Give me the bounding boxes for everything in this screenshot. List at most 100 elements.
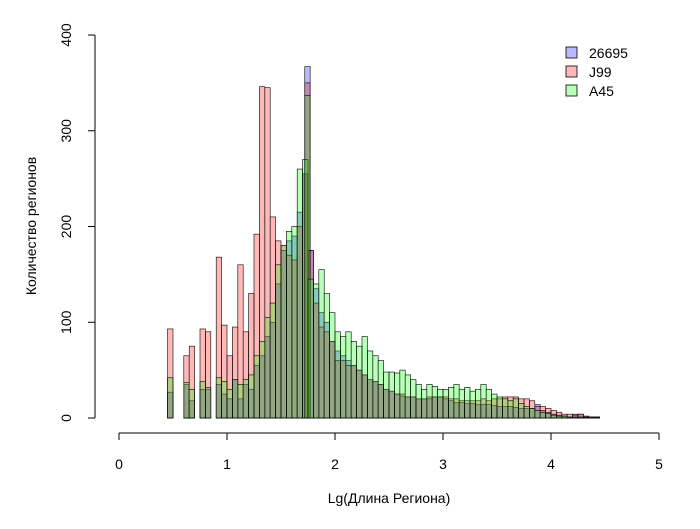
bar-A45-17 xyxy=(280,245,287,419)
bar-A45-53 xyxy=(469,390,476,419)
y-tick-label-0: 0 xyxy=(58,414,74,422)
bar-A45-64 xyxy=(529,408,536,419)
bar-A45-40 xyxy=(399,369,406,419)
bar-A45-41 xyxy=(404,374,411,419)
bar-A45-27 xyxy=(329,312,336,419)
bars-layer xyxy=(167,66,600,419)
legend-label-A45: A45 xyxy=(589,83,614,99)
bar-A45-65 xyxy=(534,410,541,419)
x-tick-label-4: 4 xyxy=(547,456,555,472)
bar-A45-69 xyxy=(556,415,563,419)
bar-A45-30 xyxy=(345,331,352,419)
bar-A45-48 xyxy=(442,388,449,419)
x-ticks: 0 1 2 3 4 5 xyxy=(115,433,663,472)
bar-A45-56 xyxy=(485,388,492,419)
x-axis-label: Lg(Длина Региона) xyxy=(328,490,451,506)
bar-A45-60 xyxy=(507,400,514,419)
bar-A45-44 xyxy=(421,388,428,419)
bar-A45-72 xyxy=(572,416,579,419)
bar-A45-16 xyxy=(275,264,282,419)
bar-A45-75 xyxy=(588,416,595,419)
bar-A45-73 xyxy=(577,416,584,419)
bar-A45-6 xyxy=(221,381,228,419)
bar-A45-33 xyxy=(361,336,368,419)
bar-A45-32 xyxy=(356,345,363,419)
bar-A45-9 xyxy=(237,384,244,419)
bar-A45-14 xyxy=(264,317,271,419)
bar-A45-12 xyxy=(253,355,260,419)
bar-A45-28 xyxy=(334,331,341,419)
legend-swatch-26695 xyxy=(565,46,578,59)
bar-A45-18 xyxy=(286,230,293,419)
bar-A45-2 xyxy=(188,388,195,419)
bar-A45-5 xyxy=(215,377,222,419)
bar-A45-66 xyxy=(539,411,546,419)
bar-A45-67 xyxy=(545,412,552,419)
bar-A45-13 xyxy=(259,341,266,419)
bar-A45-11 xyxy=(248,374,255,419)
bar-A45-3 xyxy=(199,381,206,419)
bar-A45-24 xyxy=(313,283,320,419)
legend-swatch-J99 xyxy=(565,65,578,78)
bar-A45-46 xyxy=(431,386,438,419)
bar-A45-50 xyxy=(453,384,460,419)
y-tick-label-4: 400 xyxy=(58,23,74,47)
bar-A45-35 xyxy=(372,355,379,419)
bar-A45-71 xyxy=(566,416,573,419)
legend-label-J99: J99 xyxy=(589,64,612,80)
bar-A45-7 xyxy=(226,388,233,419)
bar-A45-63 xyxy=(523,406,530,419)
bar-A45-39 xyxy=(394,372,401,419)
bar-A45-1 xyxy=(183,382,190,419)
bar-A45-34 xyxy=(367,350,374,419)
bar-A45-59 xyxy=(502,398,509,419)
bar-A45-61 xyxy=(512,398,519,419)
bar-A45-19 xyxy=(291,226,298,419)
bar-A45-49 xyxy=(448,387,455,419)
bar-A45-0 xyxy=(167,377,174,419)
bar-A45-55 xyxy=(480,384,487,419)
x-tick-label-0: 0 xyxy=(115,456,123,472)
bar-A45-54 xyxy=(475,388,482,419)
legend-swatch-A45 xyxy=(565,84,578,97)
bar-A45-31 xyxy=(350,341,357,419)
x-tick-label-5: 5 xyxy=(655,456,663,472)
bar-A45-43 xyxy=(415,384,422,419)
bar-A45-42 xyxy=(410,379,417,419)
bar-A45-8 xyxy=(232,379,239,419)
bar-A45-4 xyxy=(205,387,212,419)
bar-A45-36 xyxy=(377,360,384,419)
y-tick-label-1: 100 xyxy=(58,310,74,334)
bar-A45-38 xyxy=(388,371,395,419)
y-ticks: 0 100 200 300 400 xyxy=(58,23,95,422)
bar-A45-52 xyxy=(464,387,471,419)
bar-A45-37 xyxy=(383,371,390,419)
bar-A45-10 xyxy=(242,379,249,419)
bar-A45-20 xyxy=(296,168,303,419)
x-tick-label-2: 2 xyxy=(331,456,339,472)
x-tick-label-1: 1 xyxy=(223,456,231,472)
y-tick-label-2: 200 xyxy=(58,215,74,239)
y-tick-label-3: 300 xyxy=(58,119,74,143)
bar-A45-45 xyxy=(426,384,433,419)
y-axis-label: Количество регионов xyxy=(23,157,39,295)
bar-A45-70 xyxy=(561,415,568,419)
bar-A45-22 xyxy=(304,95,311,419)
bar-A45-51 xyxy=(458,388,465,419)
legend-label-26695: 26695 xyxy=(589,45,628,61)
bar-A45-29 xyxy=(340,336,347,419)
bar-A45-68 xyxy=(550,414,557,419)
bar-A45-57 xyxy=(491,393,498,419)
legend: 26695 J99 A45 xyxy=(565,45,628,99)
bar-A45-47 xyxy=(437,388,444,419)
bar-A45-26 xyxy=(323,293,330,419)
bar-A45-74 xyxy=(583,416,590,419)
x-tick-label-3: 3 xyxy=(439,456,447,472)
bar-A45-23 xyxy=(307,278,314,419)
bar-A45-15 xyxy=(269,302,276,419)
bar-A45-76 xyxy=(593,416,600,419)
bar-A45-25 xyxy=(318,269,325,419)
bar-A45-62 xyxy=(518,403,525,419)
bar-A45-58 xyxy=(496,396,503,419)
